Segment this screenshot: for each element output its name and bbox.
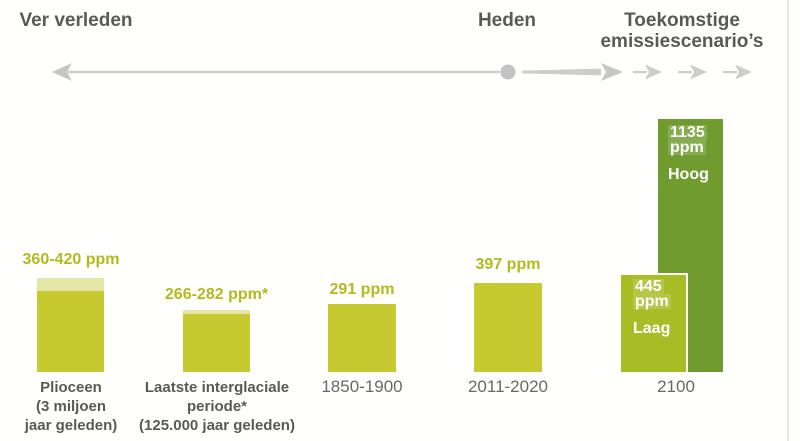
bar-range-cap-interglaciaal — [183, 310, 250, 314]
arrowhead-right-icon — [601, 63, 623, 81]
bar-2100-laag: 445 ppm Laag — [621, 273, 688, 372]
arrowhead-left-icon — [52, 63, 72, 81]
timeline-label-future: Toekomstige emissiescenario’s — [600, 10, 764, 52]
timeline-present-dot-icon — [500, 64, 516, 80]
label-line: jaar geleden) — [24, 417, 118, 434]
bar-1850-1900 — [328, 304, 396, 372]
bar-category-label-2011-2020: 2011-2020 — [467, 377, 549, 396]
bar-range-cap-plioceen — [37, 278, 104, 291]
bar-category-label-2100: 2100 — [657, 377, 695, 396]
scenario-value-hoog: 1135 ppm — [658, 119, 723, 156]
future-scenario-arrow-icon — [678, 64, 707, 80]
timeline-label-present: Heden — [477, 10, 537, 31]
value-label-interglaciaal: 266-282 ppm* — [164, 286, 269, 303]
scenario-name-hoog: Hoog — [668, 166, 709, 183]
scenario-value-laag: 445 ppm — [621, 275, 686, 310]
label-line: Laatste interglaciale — [144, 379, 290, 396]
scenario-value-unit: ppm — [668, 139, 706, 156]
bar-2011-2020 — [474, 283, 542, 372]
label-line: (3 miljoen — [35, 398, 106, 415]
bar-category-label-1850-1900: 1850-1900 — [321, 377, 403, 396]
value-label-2011-2020: 397 ppm — [475, 256, 541, 273]
timeline-label-past: Ver verleden — [19, 10, 133, 31]
timeline-line-future — [522, 68, 601, 76]
timeline-arrow — [52, 63, 752, 81]
slide-edge-line — [787, 0, 789, 441]
timeline-line-past — [66, 70, 500, 74]
bar-interglaciaal — [183, 314, 250, 372]
scenario-name-laag: Laag — [633, 320, 671, 337]
bar-plioceen — [37, 291, 104, 372]
label-line: Plioceen — [40, 379, 102, 396]
scenario-value-number: 445 — [633, 278, 664, 295]
value-label-plioceen: 360-420 ppm — [22, 251, 120, 268]
future-scenario-arrow-icon — [633, 64, 662, 80]
value-label-1850-1900: 291 ppm — [329, 281, 395, 298]
future-scenario-arrow-icon — [723, 64, 752, 80]
scenario-value-number: 1135 — [668, 124, 707, 141]
label-line: periode* — [186, 398, 247, 415]
scenario-value-unit: ppm — [633, 293, 671, 310]
label-line: (125.000 jaar geleden) — [139, 417, 295, 434]
bar-category-label-plioceen: Plioceen (3 miljoen jaar geleden) — [6, 378, 136, 435]
bar-category-label-interglaciaal: Laatste interglaciale periode* (125.000 … — [131, 378, 303, 435]
